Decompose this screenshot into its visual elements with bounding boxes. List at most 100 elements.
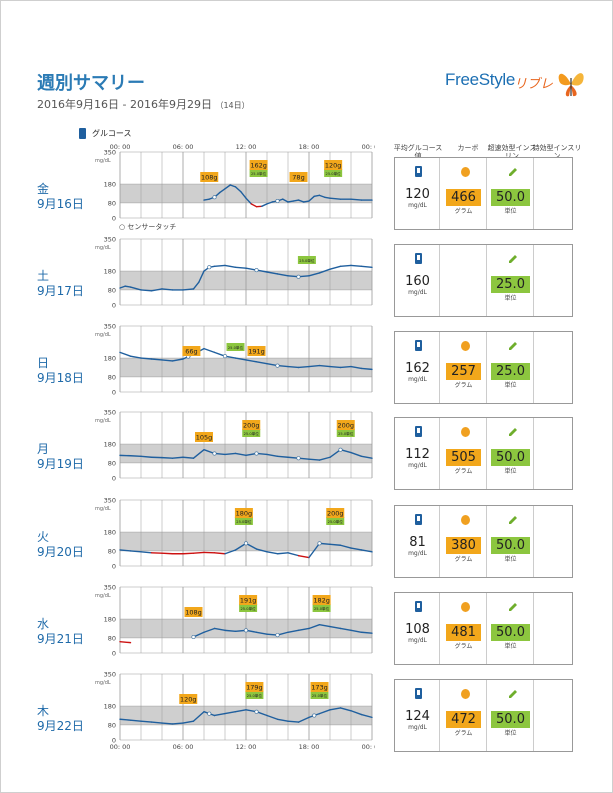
stats-separator bbox=[533, 418, 534, 489]
glucose-line-segment bbox=[339, 365, 352, 369]
glucose-line-segment bbox=[224, 184, 231, 190]
carb-cell: 380 グラム bbox=[441, 534, 486, 563]
insulin-unit: 単位 bbox=[504, 643, 517, 650]
glucose-line-segment bbox=[124, 285, 132, 288]
stats-separator bbox=[486, 506, 487, 577]
y-tick-label: 0 bbox=[112, 475, 116, 483]
glucose-line-segment bbox=[171, 722, 184, 725]
insulin-unit: 単位 bbox=[504, 468, 517, 475]
carb-total-value: 472 bbox=[446, 711, 481, 728]
carb-cell: 472 グラム bbox=[441, 708, 486, 737]
day-label: 火 9月20日 bbox=[37, 530, 84, 560]
stats-separator bbox=[533, 245, 534, 316]
day-name: 金 bbox=[37, 182, 50, 196]
carb-marker bbox=[336, 420, 355, 430]
day-name: 水 bbox=[37, 617, 50, 631]
y-tick-label: 0 bbox=[112, 737, 116, 745]
logo-sub: リブレ bbox=[514, 77, 554, 92]
glucose-line-segment bbox=[303, 200, 310, 203]
reader-icon bbox=[415, 601, 422, 612]
carb-total-value: 257 bbox=[446, 363, 481, 380]
insulin-marker bbox=[226, 343, 245, 351]
glucose-line-segment bbox=[213, 627, 226, 632]
carb-marker-label: 179g bbox=[246, 684, 263, 692]
glucose-line-segment bbox=[203, 627, 216, 633]
stats-separator bbox=[486, 158, 487, 229]
sensor-touch-marker bbox=[317, 541, 322, 546]
y-tick-label: 180 bbox=[104, 529, 116, 537]
glucose-line-segment bbox=[266, 201, 273, 205]
glucose-line-segment bbox=[329, 265, 342, 270]
glucose-line-segment bbox=[360, 367, 373, 371]
glucose-line-segment bbox=[324, 196, 331, 199]
stats-separator bbox=[439, 245, 440, 316]
glucose-line-segment bbox=[360, 631, 373, 634]
rapid-insulin-value: 50.0 bbox=[491, 537, 530, 554]
x-tick-label: 00: 00 bbox=[110, 143, 131, 151]
carb-marker-label: 120g bbox=[325, 162, 342, 170]
glucose-line-segment bbox=[140, 551, 153, 554]
glucose-line-segment bbox=[161, 359, 174, 362]
glucose-line-segment bbox=[339, 707, 352, 712]
day-date: 9月17日 bbox=[37, 284, 84, 298]
reader-icon bbox=[415, 514, 422, 525]
glucose-line-segment bbox=[198, 270, 205, 284]
glucose-line-segment bbox=[171, 358, 184, 362]
glucose-line-segment bbox=[318, 456, 331, 461]
glucose-legend: グルコース bbox=[79, 128, 131, 139]
glucose-line-segment bbox=[119, 640, 132, 644]
glucose-line-segment bbox=[219, 188, 226, 194]
glucose-chart: 350 180 80 0 mg/dL 25.0単位 25.0単位 108g 191g 182g bbox=[95, 584, 373, 658]
sensor-touch-marker bbox=[275, 363, 280, 368]
carb-total-value: 505 bbox=[446, 449, 481, 466]
sensor-touch-marker bbox=[275, 633, 280, 638]
x-tick-label: 12: 00 bbox=[236, 743, 257, 751]
glucose-line-segment bbox=[119, 549, 132, 552]
glucose-line-segment bbox=[140, 357, 153, 360]
carb-unit: グラム bbox=[454, 468, 473, 475]
glucose-line-segment bbox=[339, 264, 352, 268]
carb-marker bbox=[179, 694, 198, 704]
insulin-pen-icon bbox=[509, 255, 517, 263]
glucose-line-segment bbox=[318, 624, 331, 628]
glucose-line-segment bbox=[182, 552, 195, 555]
glucose-line-segment bbox=[308, 195, 315, 202]
glucose-line-segment bbox=[234, 709, 247, 713]
sensor-touch-marker bbox=[244, 541, 249, 546]
carb-marker bbox=[184, 607, 203, 617]
avg-glucose-value: 112 bbox=[405, 447, 430, 462]
y-tick-label: 180 bbox=[104, 703, 116, 711]
day-stats-box: 160 mg/dL 25.0 単位 bbox=[394, 244, 573, 317]
x-tick-label: 00: 00 bbox=[110, 743, 131, 751]
glucose-chart: 350 180 80 0 mg/dL 00: 00 06: 00 12: 00 18: 00 00… bbox=[95, 671, 375, 752]
x-tick-label: 18: 00 bbox=[299, 143, 320, 151]
y-tick-label: 80 bbox=[108, 286, 116, 294]
glucose-line-segment bbox=[182, 288, 195, 291]
avg-glucose-unit: mg/dL bbox=[408, 376, 427, 383]
glucose-line-segment bbox=[224, 711, 237, 715]
x-tick-label: 06: 00 bbox=[173, 143, 194, 151]
glucose-chart: 350 180 80 0 mg/dL 25.0単位 25.0単位 105g 200g 200g bbox=[95, 409, 373, 483]
insulin-marker bbox=[312, 604, 331, 612]
day-stats-box: 112 mg/dL 505 グラム 50.0 単位 bbox=[394, 417, 573, 490]
stats-header-0: 平均グルコース値 bbox=[393, 144, 443, 160]
glucose-line-segment bbox=[350, 710, 363, 716]
glucose-line-segment bbox=[161, 288, 174, 291]
carb-marker bbox=[182, 346, 201, 356]
glucose-line-segment bbox=[350, 547, 363, 551]
glucose-line-segment bbox=[329, 625, 342, 630]
glucose-line-segment bbox=[266, 271, 279, 275]
stats-header-3: 持効型インスリン bbox=[532, 144, 582, 160]
glucose-line-segment bbox=[360, 713, 373, 719]
y-unit-label: mg/dL bbox=[95, 158, 111, 164]
carb-marker bbox=[326, 508, 345, 518]
glucose-line-segment bbox=[329, 197, 342, 200]
carb-marker bbox=[200, 172, 219, 182]
y-tick-label: 80 bbox=[108, 459, 116, 467]
glucose-line-segment bbox=[329, 365, 342, 369]
glucose-line-segment bbox=[171, 456, 184, 459]
glucose-line-segment bbox=[203, 198, 210, 201]
carb-unit: グラム bbox=[454, 730, 473, 737]
carb-marker bbox=[242, 420, 261, 430]
